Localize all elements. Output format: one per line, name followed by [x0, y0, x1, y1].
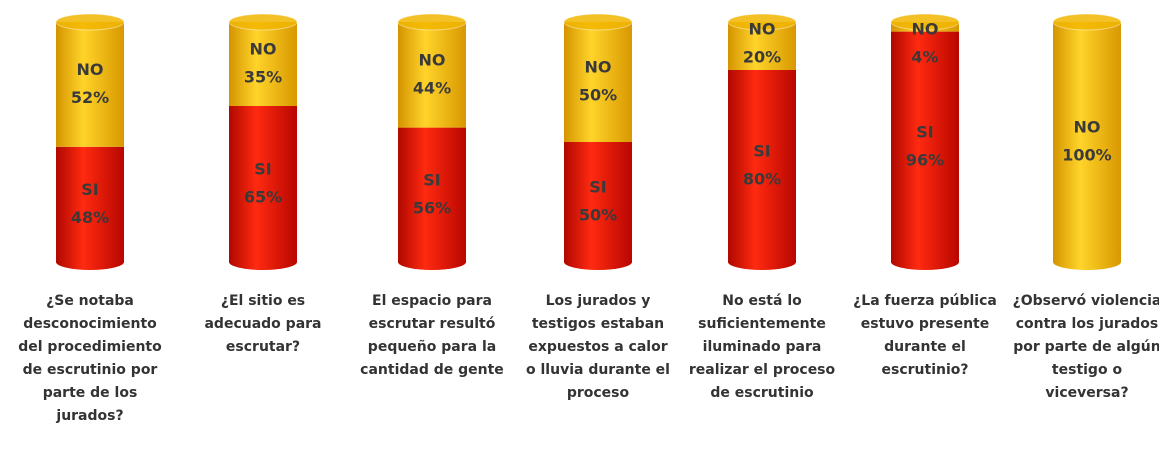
- cylinder-bottom: [56, 254, 124, 270]
- value-label: 20%: [743, 48, 781, 67]
- category-label: ¿Observó violencia contra los jurados po…: [1012, 293, 1159, 401]
- series-name: NO: [419, 50, 446, 69]
- series-name: SI: [589, 178, 606, 197]
- series-name: NO: [1074, 118, 1101, 137]
- cylinder-top: [890, 13, 960, 31]
- cylinder-bottom: [1053, 254, 1121, 270]
- cylinder-segment: [229, 106, 297, 262]
- cylinder-segment: [56, 22, 124, 147]
- cylinder-top: [563, 13, 633, 31]
- category-label: ¿La fuerza pública estuvo presente duran…: [853, 293, 997, 378]
- value-label: 4%: [911, 48, 938, 67]
- cylinder-top: [55, 13, 125, 31]
- value-label: 65%: [244, 188, 282, 207]
- series-name: NO: [912, 20, 939, 39]
- cylinder-bottom: [229, 254, 297, 270]
- series-name: SI: [753, 142, 770, 161]
- cylinder-segment: [56, 146, 124, 262]
- cylinder-bottom: [564, 254, 632, 270]
- cylinder-top: [727, 13, 797, 31]
- cylinder-segment: [229, 22, 297, 106]
- value-label: 48%: [71, 208, 109, 227]
- category-label: El espacio para escrutar resultó pequeño…: [360, 293, 504, 378]
- cylinder-segment: [1053, 22, 1121, 262]
- cylinder-segment: [564, 142, 632, 262]
- value-label: 80%: [743, 170, 781, 189]
- value-label: 52%: [71, 88, 109, 107]
- series-name: SI: [916, 122, 933, 141]
- value-label: 50%: [579, 206, 617, 225]
- series-name: NO: [77, 60, 104, 79]
- cylinder-bottom: [398, 254, 466, 270]
- series-name: NO: [749, 20, 776, 39]
- category-label: No está lo suficientemente iluminado par…: [688, 293, 836, 401]
- cylinder-segment: [398, 22, 466, 128]
- cylinder-segment: [728, 70, 796, 262]
- value-label: 56%: [413, 198, 451, 217]
- cylinder-segment: [398, 127, 466, 262]
- cylinder-segment: [891, 31, 959, 262]
- value-label: 100%: [1062, 146, 1111, 165]
- value-label: 50%: [579, 86, 617, 105]
- cylinder-top: [228, 13, 298, 31]
- category-label: ¿El sitio es adecuado para escrutar?: [204, 293, 322, 355]
- value-label: 35%: [244, 68, 282, 87]
- cylinder-bottom: [728, 254, 796, 270]
- cylinder-top: [397, 13, 467, 31]
- series-name: SI: [81, 180, 98, 199]
- value-label: 44%: [413, 78, 451, 97]
- series-name: NO: [585, 58, 612, 77]
- category-label: ¿Se notaba desconocimiento del procedimi…: [18, 293, 162, 424]
- series-name: NO: [250, 40, 277, 59]
- cylinder-segment: [564, 22, 632, 142]
- series-name: SI: [254, 160, 271, 179]
- value-label: 96%: [906, 150, 944, 169]
- cylinder-bottom: [891, 254, 959, 270]
- category-label: Los jurados y testigos estaban expuestos…: [526, 293, 670, 401]
- cylinder-top: [1052, 13, 1122, 31]
- series-name: SI: [423, 170, 440, 189]
